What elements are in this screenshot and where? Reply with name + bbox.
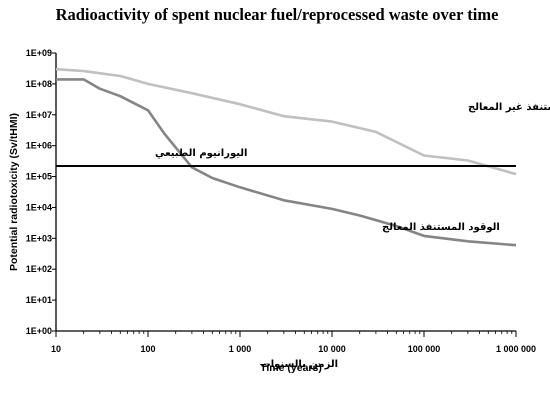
y-tick-label: 1E+03 [26,233,52,243]
series-label-natural-uranium: اليورانيوم الطبيعي [155,148,248,159]
y-tick-label: 1E+07 [26,110,52,120]
series-label-unreprocessed: الوقود المستنفذ غير المعالج [468,102,550,113]
y-tick-label: 1E+01 [26,295,52,305]
y-tick-label: 1E+05 [26,172,52,182]
y-tick-label: 1E+00 [26,326,52,336]
y-tick-label: 1E+09 [26,48,52,58]
x-axis-label: Time (years) [260,362,322,374]
x-tick-label: 10 [51,344,61,354]
series-lines [55,67,517,247]
chart-title: Radioactivity of spent nuclear fuel/repr… [56,5,499,24]
plot-area: 1E+00 1E+01 1E+02 1E+03 1E+04 1E+05 1E+06 1E+07… [26,48,536,354]
x-tick-label: 100 [140,344,155,354]
y-ticks: 1E+00 1E+01 1E+02 1E+03 1E+04 1E+05 1E+06 1E+07… [26,48,56,336]
y-tick-label: 1E+04 [26,202,52,212]
y-tick-label: 1E+08 [26,79,52,89]
y-tick-label: 1E+02 [26,264,52,274]
series-line-0 [55,67,517,176]
y-tick-label: 1E+06 [26,141,52,151]
series-label-reprocessed: الوقود المستنفذ المعالج [382,222,500,233]
series-line-1 [56,78,517,247]
y-axis-label: Potential radiotoxicity (Sv/tHMI) [8,113,20,271]
x-tick-label: 1 000 000 [496,344,536,354]
x-axis-label-arabic: الزمن بالسنوات [261,359,338,370]
x-ticks: 10 100 1 000 10 000 100 000 1 000 000 [51,331,536,354]
x-tick-label: 10 000 [318,344,346,354]
x-tick-label: 100 000 [408,344,441,354]
x-tick-label: 1 000 [229,344,252,354]
